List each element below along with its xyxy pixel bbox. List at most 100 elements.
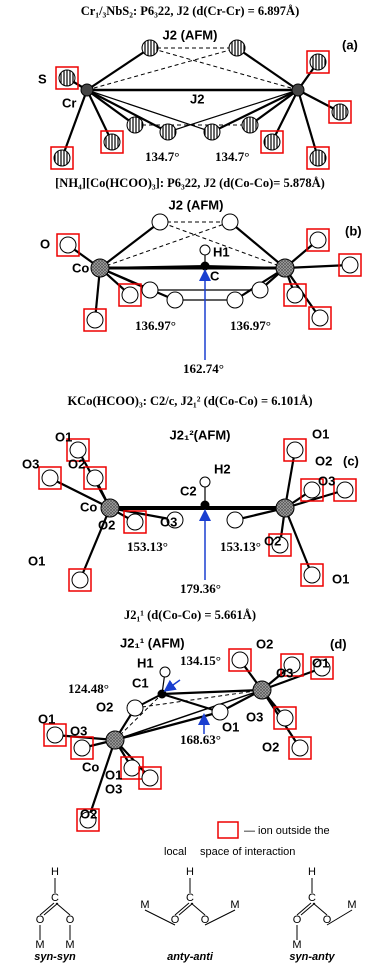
atom bbox=[54, 150, 70, 166]
atom bbox=[252, 282, 268, 298]
atom bbox=[310, 232, 326, 248]
atom-label: M bbox=[35, 939, 44, 951]
angle: 153.13° bbox=[220, 539, 261, 554]
atom bbox=[127, 514, 143, 530]
header: [NH₄][Co(HCOO)₃]: P6₃22, J2 (d(Co-Co)= 5… bbox=[55, 176, 325, 190]
bond bbox=[179, 903, 193, 915]
label: O3 bbox=[70, 723, 87, 738]
panel-tag: (d) bbox=[330, 636, 347, 651]
atom bbox=[42, 470, 58, 486]
bond bbox=[301, 903, 315, 915]
atom bbox=[87, 470, 103, 486]
atom bbox=[81, 84, 93, 96]
label: J2 (AFM) bbox=[169, 197, 224, 212]
legend-square bbox=[218, 822, 238, 838]
label: S bbox=[38, 71, 47, 86]
atom bbox=[47, 727, 63, 743]
atom-label: M bbox=[292, 939, 301, 951]
atom bbox=[232, 652, 248, 668]
angle: 134.7° bbox=[145, 149, 179, 164]
bond bbox=[44, 903, 58, 915]
bond bbox=[285, 508, 312, 575]
atom bbox=[304, 567, 320, 583]
atom bbox=[276, 499, 294, 517]
atom bbox=[101, 499, 119, 517]
label: O1 bbox=[55, 429, 72, 444]
atom bbox=[142, 282, 158, 298]
label: O bbox=[40, 236, 50, 251]
atom bbox=[201, 262, 209, 270]
atom bbox=[253, 681, 271, 699]
atom bbox=[310, 54, 326, 70]
mode-name: anty-anti bbox=[167, 951, 214, 963]
bond bbox=[230, 222, 285, 268]
label: O1 bbox=[38, 711, 55, 726]
atom bbox=[276, 259, 294, 277]
label: Co bbox=[72, 260, 89, 275]
atom bbox=[287, 287, 303, 303]
bond bbox=[150, 48, 298, 90]
header: Cr₁/₃NbS₂: P6₃22, J2 (d(Cr-Cr) = 6.897Å) bbox=[81, 4, 300, 18]
atom bbox=[124, 760, 140, 776]
bond bbox=[87, 48, 150, 90]
label: J2₁¹ (AFM) bbox=[120, 635, 185, 650]
label: O3 bbox=[160, 514, 177, 529]
bond bbox=[205, 910, 235, 925]
atom bbox=[332, 104, 348, 120]
atom bbox=[277, 710, 293, 726]
bond bbox=[100, 222, 230, 268]
legend-text: local bbox=[164, 846, 187, 858]
atom bbox=[222, 214, 238, 230]
atom bbox=[60, 237, 76, 253]
atom-label: C bbox=[186, 892, 194, 904]
angle: 179.36° bbox=[180, 581, 221, 596]
atom bbox=[227, 512, 243, 528]
label: O3 bbox=[276, 665, 293, 680]
label: O3 bbox=[246, 709, 263, 724]
atom bbox=[229, 40, 245, 56]
atom bbox=[212, 704, 228, 720]
label: J2₁²(AFM) bbox=[170, 427, 231, 442]
atom bbox=[122, 287, 138, 303]
atom-label: C bbox=[308, 892, 316, 904]
atom bbox=[337, 482, 353, 498]
atom bbox=[201, 501, 209, 509]
atom-label: H bbox=[51, 866, 59, 878]
label: O3 bbox=[22, 456, 39, 471]
angle: 134.7° bbox=[215, 149, 249, 164]
header: KCo(HCOO)₃: C2/c, J2₁² (d(Co-Co) = 6.101… bbox=[67, 394, 312, 408]
atom bbox=[242, 117, 258, 133]
atom-label: O bbox=[293, 914, 302, 926]
atom-label: H bbox=[186, 866, 194, 878]
label: C1 bbox=[132, 675, 149, 690]
atom bbox=[160, 124, 176, 140]
label: O3 bbox=[105, 781, 122, 796]
label: O2 bbox=[80, 806, 97, 821]
atom-label: O bbox=[66, 914, 75, 926]
angle: 136.97° bbox=[135, 318, 176, 333]
atom bbox=[342, 257, 358, 273]
atom bbox=[167, 292, 183, 308]
label: C2 bbox=[180, 483, 197, 498]
bond bbox=[285, 265, 350, 268]
atom bbox=[204, 124, 220, 140]
label: O3 bbox=[318, 473, 335, 488]
atom bbox=[158, 690, 166, 698]
label: O1 bbox=[105, 767, 122, 782]
bond bbox=[87, 48, 237, 90]
label: O2 bbox=[262, 739, 279, 754]
angle: 124.48° bbox=[68, 681, 109, 696]
label: H1 bbox=[213, 244, 230, 259]
atom bbox=[74, 740, 90, 756]
bond bbox=[250, 90, 298, 125]
label: J2 bbox=[190, 91, 204, 106]
label: Co bbox=[80, 499, 97, 514]
label: O2 bbox=[68, 456, 85, 471]
atom-label: O bbox=[201, 914, 210, 926]
bond bbox=[298, 90, 318, 158]
bond bbox=[272, 90, 298, 142]
atom bbox=[264, 134, 280, 150]
atom bbox=[91, 259, 109, 277]
atom bbox=[310, 150, 326, 166]
atom-label: O bbox=[323, 914, 332, 926]
